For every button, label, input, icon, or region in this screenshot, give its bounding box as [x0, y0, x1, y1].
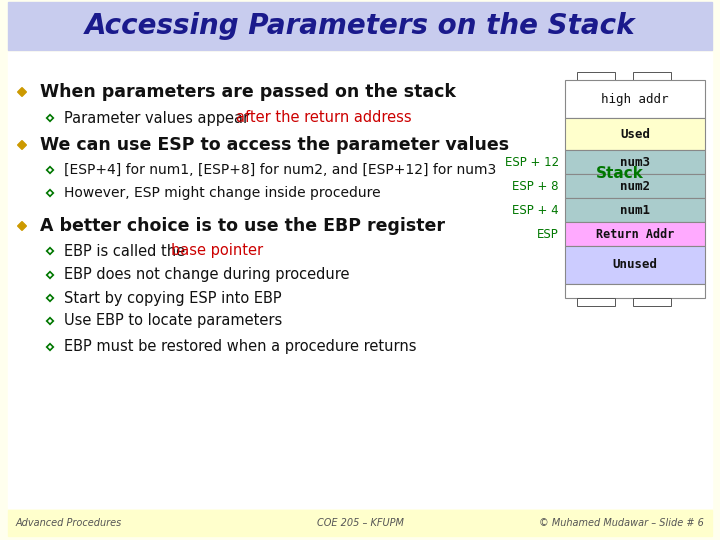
- Bar: [565, 80, 705, 118]
- Text: EBP does not change during procedure: EBP does not change during procedure: [64, 267, 349, 282]
- Bar: [565, 150, 705, 174]
- Bar: [565, 222, 705, 246]
- Polygon shape: [17, 87, 27, 97]
- Text: num2: num2: [620, 179, 650, 192]
- Text: num3: num3: [620, 156, 650, 168]
- Text: Used: Used: [620, 127, 650, 140]
- Bar: [565, 174, 705, 198]
- Bar: [8, 2, 712, 50]
- Bar: [565, 198, 705, 222]
- Text: When parameters are passed on the stack: When parameters are passed on the stack: [40, 83, 456, 101]
- Text: Start by copying ESP into EBP: Start by copying ESP into EBP: [64, 291, 282, 306]
- Text: Unused: Unused: [613, 259, 657, 272]
- Bar: [565, 284, 705, 298]
- Text: Parameter values appear: Parameter values appear: [64, 111, 253, 125]
- Text: A better choice is to use the EBP register: A better choice is to use the EBP regist…: [40, 217, 445, 235]
- Bar: [633, 298, 671, 306]
- Text: num1: num1: [620, 204, 650, 217]
- Bar: [577, 72, 615, 80]
- Polygon shape: [17, 140, 27, 150]
- Text: Use EBP to locate parameters: Use EBP to locate parameters: [64, 314, 282, 328]
- Polygon shape: [17, 221, 27, 231]
- Text: Stack: Stack: [596, 165, 644, 180]
- Bar: [565, 118, 705, 150]
- Bar: [633, 72, 671, 80]
- Text: Return Addr: Return Addr: [596, 227, 674, 240]
- Text: Accessing Parameters on the Stack: Accessing Parameters on the Stack: [85, 12, 635, 40]
- Text: However, ESP might change inside procedure: However, ESP might change inside procedu…: [64, 186, 381, 200]
- Bar: [8, 510, 712, 536]
- Bar: [577, 298, 615, 306]
- Text: ESP + 8: ESP + 8: [513, 179, 559, 192]
- Text: © Muhamed Mudawar – Slide # 6: © Muhamed Mudawar – Slide # 6: [539, 518, 704, 528]
- Bar: [8, 52, 712, 508]
- Text: base pointer: base pointer: [171, 244, 263, 259]
- Text: We can use ESP to access the parameter values: We can use ESP to access the parameter v…: [40, 136, 509, 154]
- Text: ESP + 4: ESP + 4: [513, 204, 559, 217]
- Text: [ESP+4] for num1, [ESP+8] for num2, and [ESP+12] for num3: [ESP+4] for num1, [ESP+8] for num2, and …: [64, 163, 496, 177]
- Bar: [565, 246, 705, 284]
- Text: ESP: ESP: [537, 227, 559, 240]
- Text: COE 205 – KFUPM: COE 205 – KFUPM: [317, 518, 403, 528]
- Text: after the return address: after the return address: [236, 111, 412, 125]
- Text: high addr: high addr: [601, 92, 669, 105]
- Text: EBP must be restored when a procedure returns: EBP must be restored when a procedure re…: [64, 340, 416, 354]
- Text: ESP + 12: ESP + 12: [505, 156, 559, 168]
- Text: Advanced Procedures: Advanced Procedures: [16, 518, 122, 528]
- Text: EBP is called the: EBP is called the: [64, 244, 190, 259]
